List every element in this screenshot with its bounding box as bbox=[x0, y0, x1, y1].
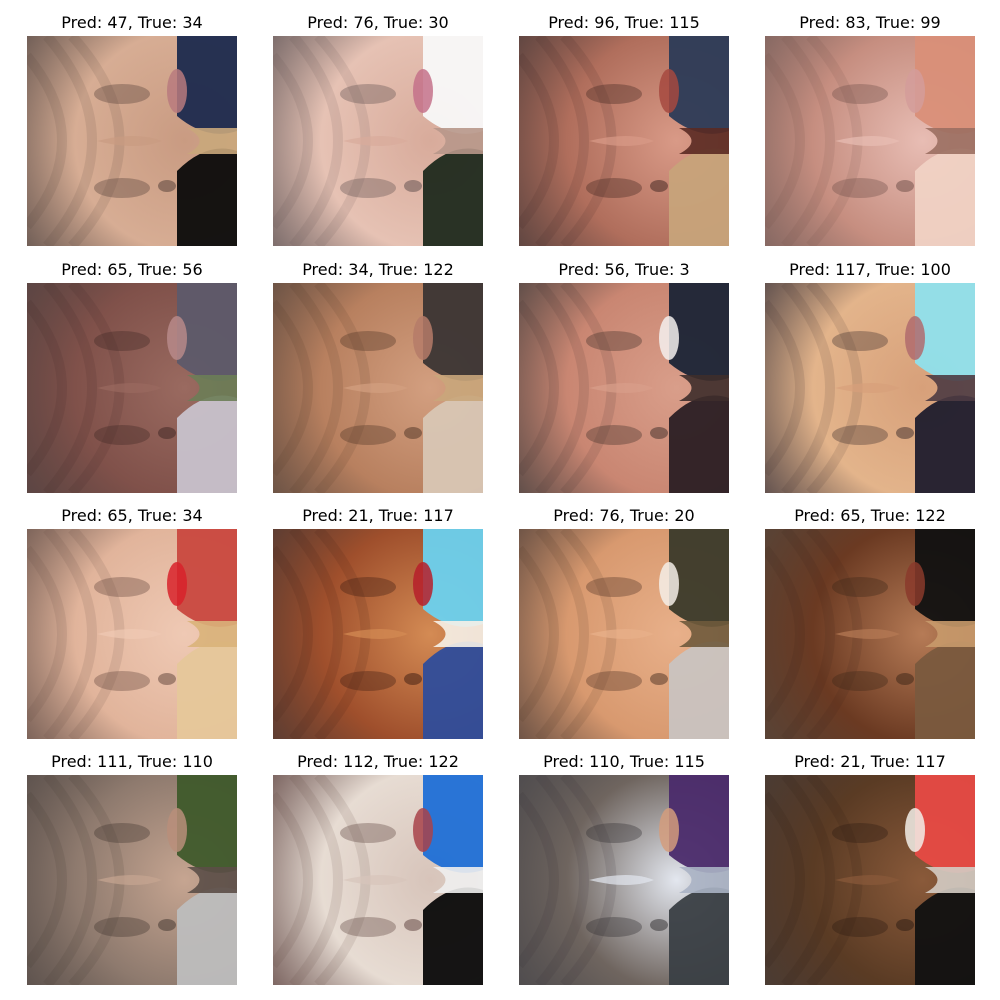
face-image bbox=[27, 283, 237, 493]
cell-title: Pred: 65, True: 34 bbox=[61, 506, 203, 525]
face-image bbox=[273, 36, 483, 246]
cell-title: Pred: 76, True: 20 bbox=[553, 506, 695, 525]
face-image bbox=[27, 529, 237, 739]
face-image bbox=[519, 36, 729, 246]
cell-title: Pred: 65, True: 56 bbox=[61, 260, 203, 279]
cell-title: Pred: 65, True: 122 bbox=[794, 506, 946, 525]
cell-title: Pred: 112, True: 122 bbox=[297, 752, 459, 771]
face-image bbox=[519, 529, 729, 739]
cell-title: Pred: 56, True: 3 bbox=[558, 260, 690, 279]
cell-title: Pred: 83, True: 99 bbox=[799, 13, 941, 32]
cell-title: Pred: 96, True: 115 bbox=[548, 13, 700, 32]
face-image bbox=[765, 283, 975, 493]
face-image bbox=[273, 283, 483, 493]
cell-title: Pred: 34, True: 122 bbox=[302, 260, 454, 279]
cell-title: Pred: 47, True: 34 bbox=[61, 13, 203, 32]
cell-title: Pred: 111, True: 110 bbox=[51, 752, 213, 771]
cell-title: Pred: 76, True: 30 bbox=[307, 13, 449, 32]
cell-title: Pred: 110, True: 115 bbox=[543, 752, 705, 771]
cell-title: Pred: 117, True: 100 bbox=[789, 260, 951, 279]
face-image bbox=[27, 775, 237, 985]
face-image bbox=[273, 529, 483, 739]
face-image bbox=[765, 529, 975, 739]
face-image bbox=[27, 36, 237, 246]
face-image bbox=[519, 775, 729, 985]
face-image bbox=[519, 283, 729, 493]
face-image bbox=[273, 775, 483, 985]
cell-title: Pred: 21, True: 117 bbox=[302, 506, 454, 525]
face-image bbox=[765, 36, 975, 246]
face-image bbox=[765, 775, 975, 985]
cell-title: Pred: 21, True: 117 bbox=[794, 752, 946, 771]
